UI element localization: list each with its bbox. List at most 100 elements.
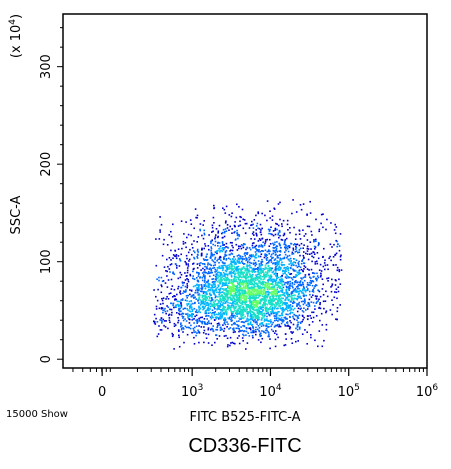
- data-point: [202, 295, 205, 297]
- data-point: [302, 203, 305, 205]
- data-point: [313, 253, 316, 255]
- data-point: [222, 302, 224, 304]
- data-point: [211, 313, 213, 315]
- data-point: [285, 273, 288, 276]
- data-point: [221, 279, 223, 281]
- data-point: [226, 300, 228, 302]
- data-point: [270, 325, 272, 328]
- data-point: [226, 304, 229, 306]
- data-point: [276, 264, 279, 267]
- data-point: [230, 252, 233, 255]
- data-point: [240, 279, 242, 281]
- data-point: [285, 304, 287, 306]
- data-point: [243, 253, 246, 255]
- data-point: [242, 292, 244, 294]
- data-point: [201, 320, 204, 323]
- data-point: [248, 269, 250, 272]
- data-point: [226, 326, 228, 328]
- data-point: [180, 310, 182, 312]
- data-point: [171, 335, 174, 338]
- data-point: [217, 312, 220, 314]
- data-point: [256, 309, 259, 311]
- data-point: [298, 314, 301, 316]
- data-point: [302, 254, 305, 257]
- data-point: [248, 247, 251, 249]
- data-point: [223, 313, 225, 315]
- data-point: [338, 278, 340, 281]
- data-point: [277, 224, 280, 227]
- data-point: [242, 266, 245, 268]
- data-point: [317, 289, 319, 291]
- data-point: [180, 325, 182, 328]
- data-point: [247, 276, 249, 279]
- data-point: [274, 345, 277, 348]
- data-point: [231, 299, 233, 301]
- data-point: [260, 307, 263, 309]
- data-point: [235, 280, 238, 283]
- data-point: [258, 273, 261, 276]
- data-point: [311, 311, 313, 314]
- data-point: [222, 264, 225, 267]
- data-point: [207, 333, 210, 336]
- data-point: [170, 278, 173, 281]
- data-point: [216, 338, 218, 340]
- data-point: [193, 257, 196, 260]
- data-point: [255, 282, 258, 284]
- data-point: [263, 287, 266, 290]
- data-point: [212, 328, 214, 331]
- data-point: [238, 320, 240, 322]
- data-point: [254, 276, 257, 279]
- data-point: [214, 303, 216, 306]
- data-point: [255, 309, 257, 311]
- data-point: [163, 238, 165, 241]
- data-point: [203, 318, 206, 320]
- data-point: [222, 324, 224, 326]
- data-point: [336, 245, 338, 248]
- data-point: [296, 325, 299, 327]
- data-point: [239, 302, 242, 304]
- data-point: [218, 275, 221, 277]
- data-point: [216, 329, 219, 331]
- data-point: [334, 232, 337, 235]
- data-point: [214, 271, 216, 273]
- data-point: [218, 266, 221, 269]
- data-point: [288, 258, 290, 261]
- data-point: [232, 315, 234, 318]
- data-point: [217, 288, 220, 291]
- data-point: [285, 296, 288, 299]
- data-point: [260, 277, 262, 280]
- data-point: [224, 302, 227, 304]
- data-point: [229, 289, 231, 292]
- data-point: [174, 324, 177, 326]
- data-point: [286, 291, 289, 294]
- x-tick-label: 106: [416, 383, 439, 400]
- data-point: [248, 256, 250, 259]
- data-point: [216, 298, 218, 301]
- data-point: [158, 279, 160, 282]
- data-point: [212, 286, 214, 289]
- data-point: [282, 219, 285, 222]
- data-point: [272, 302, 274, 305]
- data-point: [188, 260, 190, 262]
- data-point: [273, 319, 276, 322]
- data-point: [173, 295, 175, 297]
- data-point: [288, 298, 290, 301]
- data-point: [288, 287, 290, 290]
- data-point: [173, 273, 176, 275]
- data-point: [232, 331, 235, 334]
- data-point: [191, 331, 193, 334]
- data-point: [260, 267, 262, 269]
- data-point: [249, 298, 251, 301]
- data-point: [245, 304, 248, 307]
- data-point: [270, 255, 272, 258]
- data-point: [214, 294, 216, 296]
- data-point: [199, 228, 201, 231]
- data-point: [207, 342, 210, 344]
- data-point: [319, 295, 322, 298]
- data-point: [306, 239, 309, 241]
- data-point: [195, 325, 198, 328]
- data-point: [250, 270, 253, 272]
- data-point: [201, 249, 203, 251]
- data-point: [318, 243, 320, 245]
- data-point: [205, 304, 207, 306]
